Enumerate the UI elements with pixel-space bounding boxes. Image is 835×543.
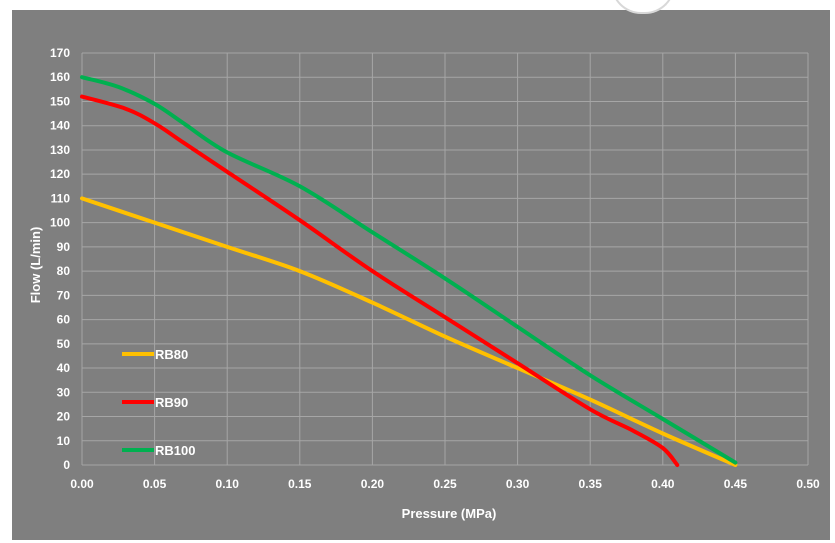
series-line-rb90 — [80, 94, 680, 467]
x-tick-label: 0.05 — [143, 477, 167, 491]
legend-label-rb80: RB80 — [155, 347, 188, 362]
y-axis-title: Flow (L/min) — [28, 227, 43, 304]
y-tick-label: 50 — [57, 337, 71, 351]
y-tick-label: 0 — [63, 458, 70, 472]
y-tick-label: 170 — [50, 46, 70, 60]
y-tick-label: 150 — [50, 94, 70, 108]
chart-panel: 0 10 20 30 40 50 60 70 80 90 100 110 120 130 140 150 160… — [12, 10, 830, 540]
legend-label-rb90: RB90 — [155, 395, 188, 410]
y-tick-label: 90 — [57, 240, 71, 254]
y-tick-label: 120 — [50, 167, 70, 181]
x-tick-label: 0.25 — [433, 477, 457, 491]
y-tick-label: 70 — [57, 288, 71, 302]
y-tick-label: 30 — [57, 385, 71, 399]
x-tick-label: 0.50 — [796, 477, 820, 491]
grid-layer — [81, 52, 809, 466]
y-tick-label: 160 — [50, 70, 70, 84]
y-tick-label: 20 — [57, 410, 71, 424]
y-tick-label: 60 — [57, 313, 71, 327]
x-tick-label: 0.10 — [216, 477, 240, 491]
series-line-rb100 — [80, 75, 738, 465]
x-tick-label: 0.45 — [724, 477, 748, 491]
x-tick-label: 0.00 — [70, 477, 94, 491]
y-tick-label: 130 — [50, 143, 70, 157]
y-tick-label: 10 — [57, 434, 71, 448]
legend: RB80 RB90 RB100 — [122, 347, 195, 458]
y-tick-label: 110 — [51, 191, 71, 205]
x-tick-label: 0.40 — [651, 477, 675, 491]
x-tick-label: 0.20 — [361, 477, 385, 491]
y-tick-label: 40 — [57, 361, 71, 375]
chart-background — [12, 10, 830, 540]
x-tick-label: 0.30 — [506, 477, 530, 491]
series-line-rb80 — [80, 196, 738, 467]
series-layer — [80, 75, 738, 467]
y-tick-label: 80 — [57, 264, 71, 278]
x-tick-labels: 0.00 0.05 0.10 0.15 0.20 0.25 0.30 0.35 0.40 0.45… — [70, 477, 820, 491]
y-tick-labels: 0 10 20 30 40 50 60 70 80 90 100 110 120 130 140 150 160… — [50, 46, 70, 472]
legend-label-rb100: RB100 — [155, 443, 195, 458]
line-chart: 0 10 20 30 40 50 60 70 80 90 100 110 120 130 140 150 160… — [12, 10, 830, 540]
x-axis-title: Pressure (MPa) — [402, 506, 497, 521]
y-tick-label: 100 — [50, 216, 70, 230]
y-tick-label: 140 — [50, 119, 70, 133]
x-tick-label: 0.15 — [288, 477, 312, 491]
x-tick-label: 0.35 — [579, 477, 603, 491]
